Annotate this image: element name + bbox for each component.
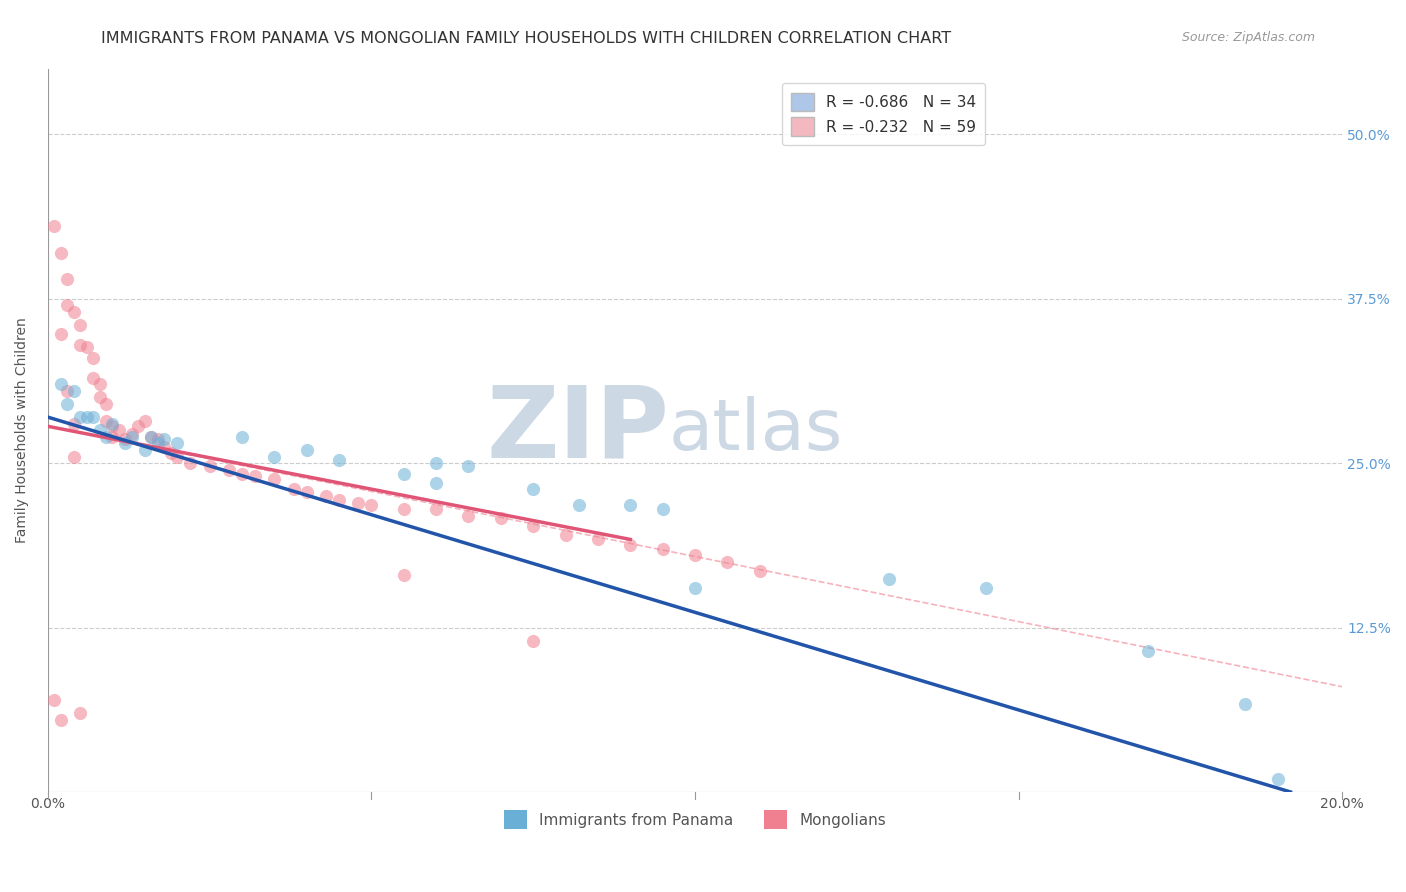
Point — [392, 568, 415, 582]
Point — [114, 436, 136, 450]
Point — [179, 456, 201, 470]
Point — [392, 502, 415, 516]
Point — [619, 538, 641, 552]
Point — [716, 555, 738, 569]
Point — [101, 419, 124, 434]
Point — [315, 489, 337, 503]
Point — [457, 458, 479, 473]
Point — [619, 498, 641, 512]
Point — [44, 219, 66, 234]
Point — [76, 340, 98, 354]
Point — [974, 581, 997, 595]
Point — [89, 423, 111, 437]
Point — [56, 397, 79, 411]
Point — [114, 433, 136, 447]
Point — [62, 305, 84, 319]
Point — [153, 433, 176, 447]
Point — [62, 384, 84, 398]
Point — [263, 472, 285, 486]
Point — [489, 511, 512, 525]
Point — [49, 713, 72, 727]
Point — [101, 417, 124, 431]
Point — [392, 467, 415, 481]
Point — [243, 469, 266, 483]
Text: Source: ZipAtlas.com: Source: ZipAtlas.com — [1181, 31, 1315, 45]
Text: atlas: atlas — [669, 396, 844, 465]
Point — [76, 410, 98, 425]
Point — [683, 548, 706, 562]
Point — [425, 456, 447, 470]
Point — [146, 433, 169, 447]
Text: IMMIGRANTS FROM PANAMA VS MONGOLIAN FAMILY HOUSEHOLDS WITH CHILDREN CORRELATION : IMMIGRANTS FROM PANAMA VS MONGOLIAN FAMI… — [101, 31, 952, 46]
Point — [146, 436, 169, 450]
Point — [69, 318, 91, 332]
Y-axis label: Family Households with Children: Family Households with Children — [15, 318, 30, 543]
Point — [159, 445, 181, 459]
Point — [166, 436, 188, 450]
Point — [522, 483, 544, 497]
Text: ZIP: ZIP — [486, 382, 669, 479]
Point — [141, 430, 163, 444]
Point — [748, 564, 770, 578]
Point — [295, 485, 318, 500]
Point — [231, 467, 253, 481]
Point — [425, 502, 447, 516]
Point — [49, 327, 72, 342]
Point — [651, 541, 673, 556]
Point — [567, 498, 589, 512]
Point — [89, 390, 111, 404]
Point — [56, 298, 79, 312]
Point — [101, 430, 124, 444]
Point — [522, 633, 544, 648]
Point — [121, 430, 143, 444]
Point — [457, 508, 479, 523]
Point — [347, 495, 370, 509]
Point — [263, 450, 285, 464]
Point — [62, 417, 84, 431]
Point — [89, 377, 111, 392]
Point — [94, 397, 117, 411]
Point — [328, 453, 350, 467]
Point — [69, 706, 91, 720]
Point — [522, 519, 544, 533]
Point — [586, 533, 609, 547]
Point — [69, 337, 91, 351]
Point — [1267, 772, 1289, 786]
Point — [44, 693, 66, 707]
Point — [295, 442, 318, 457]
Point — [141, 430, 163, 444]
Point — [82, 351, 104, 365]
Point — [554, 528, 576, 542]
Point — [69, 410, 91, 425]
Point — [877, 572, 900, 586]
Point — [49, 377, 72, 392]
Point — [328, 492, 350, 507]
Point — [56, 384, 79, 398]
Point — [425, 475, 447, 490]
Point — [134, 414, 156, 428]
Point — [198, 458, 221, 473]
Point — [166, 450, 188, 464]
Point — [127, 419, 149, 434]
Legend: Immigrants from Panama, Mongolians: Immigrants from Panama, Mongolians — [498, 804, 891, 835]
Point — [121, 427, 143, 442]
Point — [134, 442, 156, 457]
Point — [49, 245, 72, 260]
Point — [82, 370, 104, 384]
Point — [283, 483, 305, 497]
Point — [1234, 697, 1257, 711]
Point — [360, 498, 382, 512]
Point — [56, 272, 79, 286]
Point — [153, 441, 176, 455]
Point — [94, 430, 117, 444]
Point — [94, 414, 117, 428]
Point — [651, 502, 673, 516]
Point — [1137, 644, 1160, 658]
Point — [218, 463, 240, 477]
Point — [62, 450, 84, 464]
Point — [683, 581, 706, 595]
Point — [82, 410, 104, 425]
Point — [108, 423, 131, 437]
Point — [231, 430, 253, 444]
